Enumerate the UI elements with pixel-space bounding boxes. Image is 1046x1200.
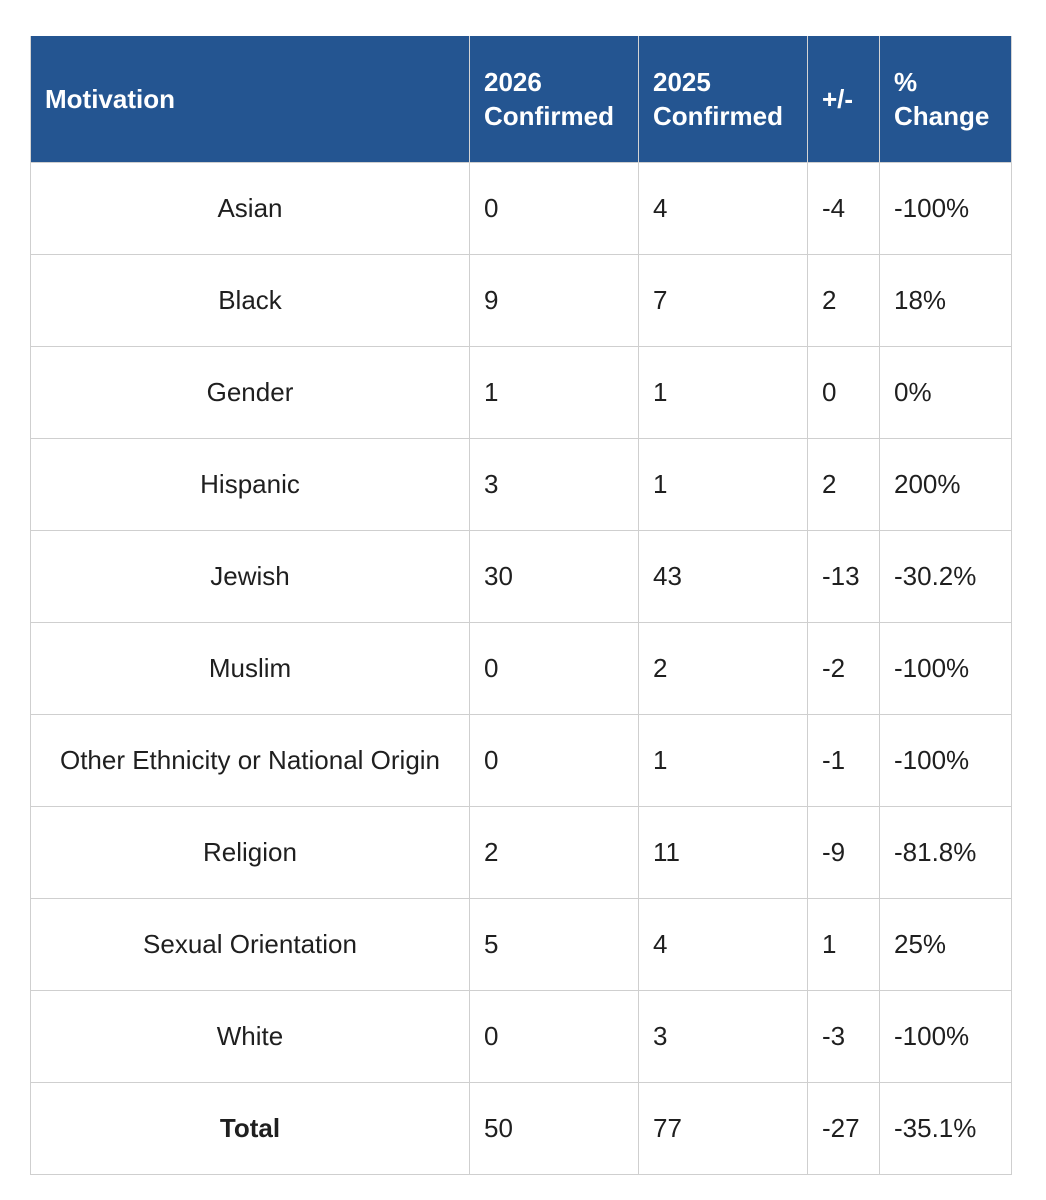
cell-motivation: Muslim bbox=[30, 621, 470, 715]
hate-crime-motivation-table-container: Motivation 2026 Confirmed 2025 Confirmed +… bbox=[30, 36, 1012, 1175]
table-header: Motivation 2026 Confirmed 2025 Confirmed +… bbox=[30, 36, 1012, 162]
cell-2025: 1 bbox=[638, 713, 808, 807]
header-percent-change: % Change bbox=[879, 36, 1012, 162]
table-row: Other Ethnicity or National Origin 0 1 -… bbox=[30, 713, 1012, 807]
cell-diff: -13 bbox=[807, 529, 880, 623]
total-row: Total 50 77 -27 -35.1% bbox=[30, 1081, 1012, 1175]
table-row: Muslim 0 2 -2 -100% bbox=[30, 621, 1012, 715]
cell-2026: 30 bbox=[469, 529, 639, 623]
cell-diff: 0 bbox=[807, 345, 880, 439]
cell-pct: -100% bbox=[879, 989, 1012, 1083]
cell-2026: 0 bbox=[469, 713, 639, 807]
cell-motivation: Hispanic bbox=[30, 437, 470, 531]
cell-total-diff: -27 bbox=[807, 1081, 880, 1175]
cell-diff: -9 bbox=[807, 805, 880, 899]
cell-motivation: Gender bbox=[30, 345, 470, 439]
table-row: Sexual Orientation 5 4 1 25% bbox=[30, 897, 1012, 991]
cell-total-2026: 50 bbox=[469, 1081, 639, 1175]
cell-2026: 5 bbox=[469, 897, 639, 991]
header-motivation: Motivation bbox=[30, 36, 470, 162]
cell-motivation: White bbox=[30, 989, 470, 1083]
cell-pct: -100% bbox=[879, 161, 1012, 255]
cell-diff: -1 bbox=[807, 713, 880, 807]
table-row: Asian 0 4 -4 -100% bbox=[30, 161, 1012, 255]
cell-pct: -100% bbox=[879, 713, 1012, 807]
cell-2025: 3 bbox=[638, 989, 808, 1083]
cell-2026: 2 bbox=[469, 805, 639, 899]
cell-motivation: Black bbox=[30, 253, 470, 347]
table-body: Asian 0 4 -4 -100% Black 9 7 2 18% Gende… bbox=[30, 161, 1012, 1175]
cell-2026: 0 bbox=[469, 621, 639, 715]
cell-pct: -30.2% bbox=[879, 529, 1012, 623]
cell-diff: -2 bbox=[807, 621, 880, 715]
cell-2025: 2 bbox=[638, 621, 808, 715]
cell-pct: 25% bbox=[879, 897, 1012, 991]
cell-2026: 3 bbox=[469, 437, 639, 531]
cell-motivation: Religion bbox=[30, 805, 470, 899]
cell-2025: 1 bbox=[638, 345, 808, 439]
cell-motivation: Sexual Orientation bbox=[30, 897, 470, 991]
header-2026-confirmed: 2026 Confirmed bbox=[469, 36, 639, 162]
cell-total-label: Total bbox=[30, 1081, 470, 1175]
cell-2025: 43 bbox=[638, 529, 808, 623]
cell-pct: -100% bbox=[879, 621, 1012, 715]
cell-2025: 7 bbox=[638, 253, 808, 347]
table-row: Hispanic 3 1 2 200% bbox=[30, 437, 1012, 531]
cell-motivation: Asian bbox=[30, 161, 470, 255]
cell-diff: 1 bbox=[807, 897, 880, 991]
header-2025-confirmed: 2025 Confirmed bbox=[638, 36, 808, 162]
cell-diff: 2 bbox=[807, 437, 880, 531]
cell-2025: 4 bbox=[638, 161, 808, 255]
motivation-table: Motivation 2026 Confirmed 2025 Confirmed +… bbox=[30, 36, 1012, 1175]
cell-2025: 4 bbox=[638, 897, 808, 991]
cell-diff: -3 bbox=[807, 989, 880, 1083]
cell-2025: 11 bbox=[638, 805, 808, 899]
cell-pct: 0% bbox=[879, 345, 1012, 439]
table-row: White 0 3 -3 -100% bbox=[30, 989, 1012, 1083]
cell-total-pct: -35.1% bbox=[879, 1081, 1012, 1175]
table-row: Gender 1 1 0 0% bbox=[30, 345, 1012, 439]
cell-total-2025: 77 bbox=[638, 1081, 808, 1175]
cell-pct: 18% bbox=[879, 253, 1012, 347]
cell-motivation: Other Ethnicity or National Origin bbox=[30, 713, 470, 807]
cell-pct: -81.8% bbox=[879, 805, 1012, 899]
cell-2026: 0 bbox=[469, 161, 639, 255]
cell-motivation: Jewish bbox=[30, 529, 470, 623]
cell-2025: 1 bbox=[638, 437, 808, 531]
cell-diff: 2 bbox=[807, 253, 880, 347]
header-plus-minus: +/- bbox=[807, 36, 880, 162]
cell-2026: 1 bbox=[469, 345, 639, 439]
table-row: Jewish 30 43 -13 -30.2% bbox=[30, 529, 1012, 623]
cell-2026: 0 bbox=[469, 989, 639, 1083]
header-row: Motivation 2026 Confirmed 2025 Confirmed +… bbox=[30, 36, 1012, 162]
table-row: Black 9 7 2 18% bbox=[30, 253, 1012, 347]
cell-2026: 9 bbox=[469, 253, 639, 347]
cell-pct: 200% bbox=[879, 437, 1012, 531]
cell-diff: -4 bbox=[807, 161, 880, 255]
table-row: Religion 2 11 -9 -81.8% bbox=[30, 805, 1012, 899]
